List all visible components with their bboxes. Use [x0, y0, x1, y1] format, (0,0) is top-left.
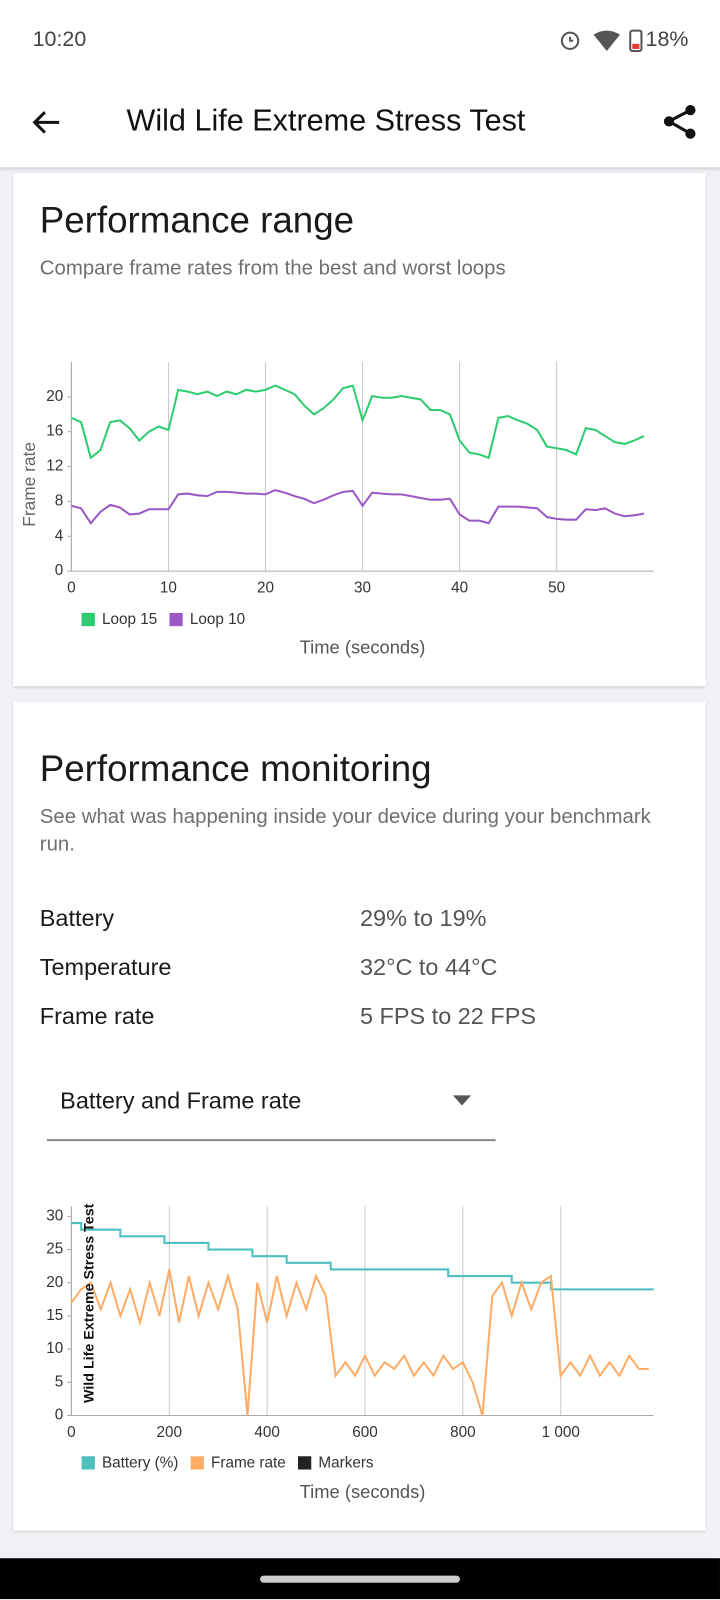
back-button[interactable]: [29, 104, 66, 141]
y-tick-label: 16: [46, 423, 63, 440]
legend-label: Markers: [318, 1454, 374, 1471]
legend-label: Loop 15: [102, 611, 157, 628]
y-tick-label: 30: [46, 1207, 63, 1224]
x-tick-label: 10: [160, 579, 177, 596]
app-title: Wild Life Extreme Stress Test: [126, 104, 526, 138]
legend-swatch: [298, 1456, 312, 1470]
x-tick-label: 200: [157, 1424, 183, 1441]
legend-swatch: [81, 612, 95, 627]
monitor-card: [13, 701, 706, 1531]
y-tick-label: 5: [55, 1373, 64, 1390]
stat-value: 5 FPS to 22 FPS: [359, 1002, 537, 1029]
stat-label: Battery: [39, 904, 115, 932]
y-axis-label: Frame rate: [19, 442, 39, 527]
stat-value: 29% to 19%: [359, 904, 487, 932]
y-axis-label: Wild Life Extreme Stress Test: [82, 1203, 98, 1403]
stat-label: Frame rate: [39, 1002, 155, 1029]
series-line: [71, 1222, 654, 1291]
status-icons: [560, 29, 643, 53]
share-button[interactable]: [661, 102, 702, 143]
y-tick-label: 20: [46, 1274, 63, 1291]
x-tick-label: 0: [67, 579, 76, 596]
card-subtitle: Compare frame rates from the best and wo…: [39, 256, 506, 280]
status-battery: 18%: [645, 27, 689, 51]
y-tick-label: 8: [55, 492, 64, 509]
home-indicator[interactable]: [260, 1575, 460, 1583]
dropdown-arrow: [452, 1095, 472, 1106]
series-line: [70, 384, 645, 460]
y-tick-label: 12: [46, 458, 63, 475]
x-axis-label: Time (seconds): [300, 636, 426, 657]
legend-swatch: [81, 1456, 95, 1470]
x-tick-label: 1 000: [542, 1424, 580, 1441]
stat-value: 32°C to 44°C: [359, 953, 498, 981]
legend-label: Frame rate: [211, 1454, 286, 1471]
y-tick-label: 15: [46, 1307, 63, 1324]
x-tick-label: 20: [257, 579, 274, 596]
dropdown[interactable]: [46, 1071, 496, 1142]
card-subtitle: See what was happening inside your devic…: [39, 805, 651, 856]
y-tick-label: 10: [46, 1340, 63, 1357]
x-tick-label: 0: [67, 1424, 76, 1441]
series-line: [71, 489, 645, 525]
stat-label: Temperature: [39, 953, 172, 981]
card-title: Performance range: [39, 198, 355, 241]
x-tick-label: 800: [450, 1424, 476, 1441]
status-time: 10:20: [32, 27, 87, 51]
legend-label: Battery (%): [102, 1454, 178, 1471]
y-tick-label: 0: [55, 562, 64, 579]
dropdown-text: Battery and Frame rate: [60, 1087, 302, 1114]
y-tick-label: 20: [46, 388, 63, 405]
y-tick-label: 4: [55, 527, 64, 544]
x-tick-label: 30: [354, 579, 371, 596]
legend-label: Loop 10: [190, 611, 245, 628]
legend-swatch: [169, 612, 183, 627]
series-line: [70, 1269, 649, 1416]
x-tick-label: 600: [352, 1424, 378, 1441]
x-tick-label: 40: [451, 579, 468, 596]
y-tick-label: 0: [55, 1407, 64, 1424]
header: [0, 0, 720, 168]
y-tick-label: 25: [46, 1241, 63, 1258]
card-title: Performance monitoring: [39, 747, 432, 790]
legend-swatch: [190, 1456, 204, 1470]
x-tick-label: 400: [254, 1424, 280, 1441]
x-tick-label: 50: [548, 579, 565, 596]
x-axis-label: Time (seconds): [300, 1481, 426, 1502]
